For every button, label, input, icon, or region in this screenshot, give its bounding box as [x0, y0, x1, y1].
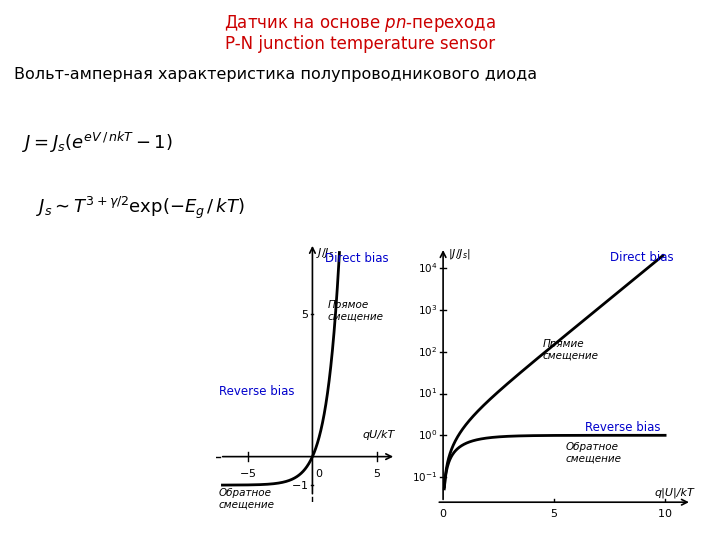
Text: Датчик на основе ​$\mathit{pn}$​-перехода: Датчик на основе ​$\mathit{pn}$​-переход…	[224, 14, 496, 35]
Text: $5$: $5$	[550, 507, 558, 519]
Text: qU/kT: qU/kT	[362, 429, 395, 440]
Text: Вольт-амперная характеристика полупроводникового диода: Вольт-амперная характеристика полупровод…	[14, 68, 538, 83]
Text: Прямие
смещение: Прямие смещение	[543, 339, 599, 361]
Text: $10^{3}$: $10^{3}$	[418, 303, 438, 317]
Text: $10^{0}$: $10^{0}$	[418, 428, 438, 442]
Text: Обратное
смещение: Обратное смещение	[219, 488, 274, 510]
Text: $-1$: $-1$	[292, 479, 309, 491]
Text: $J_s \sim T^{3+\gamma/2}\exp(-E_g\,/\,kT)$: $J_s \sim T^{3+\gamma/2}\exp(-E_g\,/\,kT…	[36, 194, 245, 221]
Text: Reverse bias: Reverse bias	[219, 386, 294, 399]
Text: $|J/J_s|$: $|J/J_s|$	[448, 247, 470, 261]
Text: Обратное
смещение: Обратное смещение	[565, 442, 621, 463]
Text: $10^{1}$: $10^{1}$	[418, 387, 438, 400]
Text: $0$: $0$	[439, 507, 447, 519]
Text: P-N junction temperature sensor: P-N junction temperature sensor	[225, 35, 495, 53]
Text: $J = J_s(e^{eV\,/\,nkT} - 1)$: $J = J_s(e^{eV\,/\,nkT} - 1)$	[22, 130, 172, 155]
Text: $-5$: $-5$	[240, 467, 257, 478]
Text: $5$: $5$	[373, 467, 381, 478]
Text: Direct bias: Direct bias	[610, 251, 673, 265]
Text: $5$: $5$	[300, 308, 309, 320]
Text: $10^{2}$: $10^{2}$	[418, 345, 438, 359]
Text: Reverse bias: Reverse bias	[585, 421, 661, 434]
Text: $0$: $0$	[315, 467, 323, 478]
Text: Direct bias: Direct bias	[325, 252, 389, 265]
Text: Прямое
смещение: Прямое смещение	[328, 300, 384, 321]
Text: $10^{-1}$: $10^{-1}$	[412, 470, 438, 484]
Text: $10^{4}$: $10^{4}$	[418, 261, 438, 275]
Text: q|U|/kT: q|U|/kT	[654, 488, 694, 498]
Text: $J/J_s$: $J/J_s$	[315, 246, 333, 260]
Text: $10$: $10$	[657, 507, 672, 519]
